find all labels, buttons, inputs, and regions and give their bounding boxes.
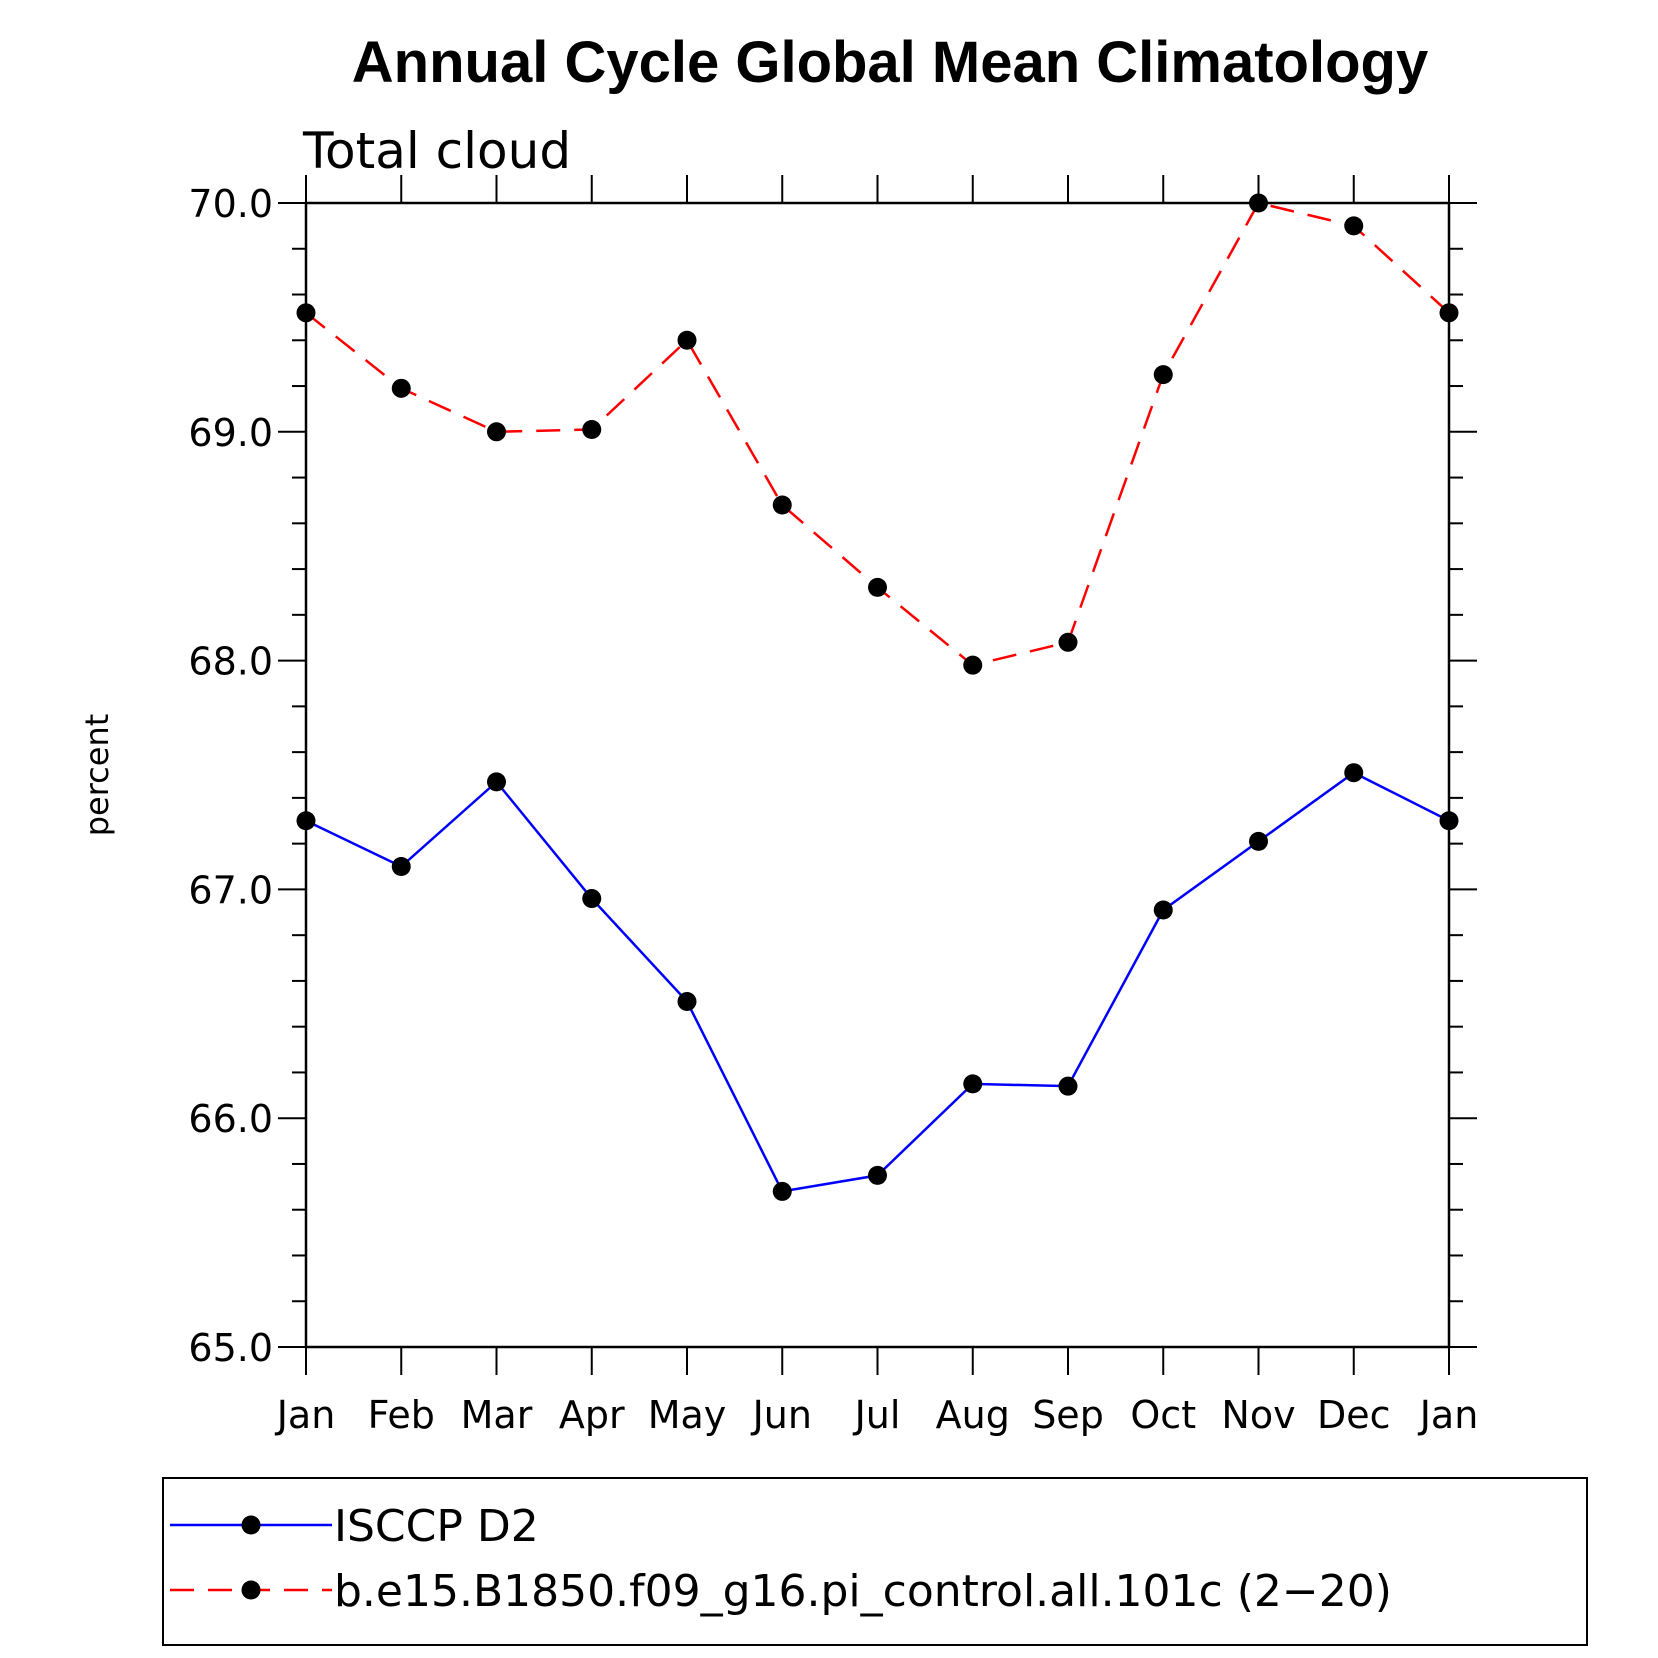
legend: ISCCP D2 b.e15.B1850.f09_g16.pi_control.a… [162,1477,1588,1646]
x-tick-label: Jul [853,1393,901,1437]
y-tick-label: 70.0 [188,182,273,226]
x-tick-label: Oct [1130,1393,1196,1437]
series-2 [296,193,1459,675]
data-point [772,1181,792,1201]
x-tick-labels: Jan Feb Mar Apr May Jun Jul Aug Sep Oct Nov Dec Jan [275,1393,1479,1437]
data-point [1249,831,1268,851]
data-point [582,420,602,440]
data-point [677,330,697,350]
data-point [296,303,316,323]
y-tick-label: 67.0 [188,868,273,912]
y-tick-labels: 65.0 66.0 67.0 68.0 69.0 70.0 [188,182,273,1370]
data-point [1344,763,1364,783]
y-tick-label: 65.0 [188,1326,273,1370]
data-point [391,857,411,877]
x-tick-label: May [648,1393,727,1437]
x-tick-label: Nov [1221,1393,1295,1437]
data-point [1249,193,1268,213]
data-point [677,992,697,1012]
data-series [296,193,1459,1201]
data-point [963,1074,983,1094]
legend-label: ISCCP D2 [334,1501,539,1552]
data-point [1058,632,1078,652]
y-tick-label: 66.0 [188,1097,273,1141]
x-tick-label: Jan [275,1393,336,1437]
series-line [305,771,1450,1193]
plot-axes [278,175,1477,1375]
series-1 [296,763,1459,1201]
legend-label: b.e15.B1850.f09_g16.pi_control.all.101c … [334,1566,1392,1617]
chart-subtitle: Total cloud [302,122,571,180]
data-point [963,655,983,675]
x-tick-label: Jun [751,1393,812,1437]
data-point [772,495,792,515]
y-tick-label: 69.0 [188,411,273,455]
x-tick-label: Apr [559,1393,625,1437]
x-tick-label: Aug [936,1393,1010,1437]
y-tick-label: 68.0 [188,640,273,684]
data-point [487,772,506,792]
chart-title: Annual Cycle Global Mean Climatology [352,30,1428,95]
data-point [582,889,602,909]
data-point [1439,303,1459,323]
legend-box [162,1477,1588,1646]
data-point [868,577,887,597]
legend-marker [241,1580,261,1600]
data-point [1344,216,1364,236]
data-point [296,811,316,831]
data-point [1153,900,1173,920]
data-point [868,1165,887,1185]
x-tick-label: Feb [368,1393,435,1437]
x-tick-label: Dec [1317,1393,1391,1437]
legend-marker [241,1515,261,1535]
data-point [391,378,411,398]
y-axis-label: percent [78,714,116,837]
data-point [1439,811,1459,831]
x-tick-label: Sep [1032,1393,1104,1437]
x-tick-label: Jan [1418,1393,1479,1437]
data-point [487,422,506,442]
x-tick-label: Mar [461,1393,533,1437]
data-point [1153,365,1173,385]
data-point [1058,1076,1078,1096]
